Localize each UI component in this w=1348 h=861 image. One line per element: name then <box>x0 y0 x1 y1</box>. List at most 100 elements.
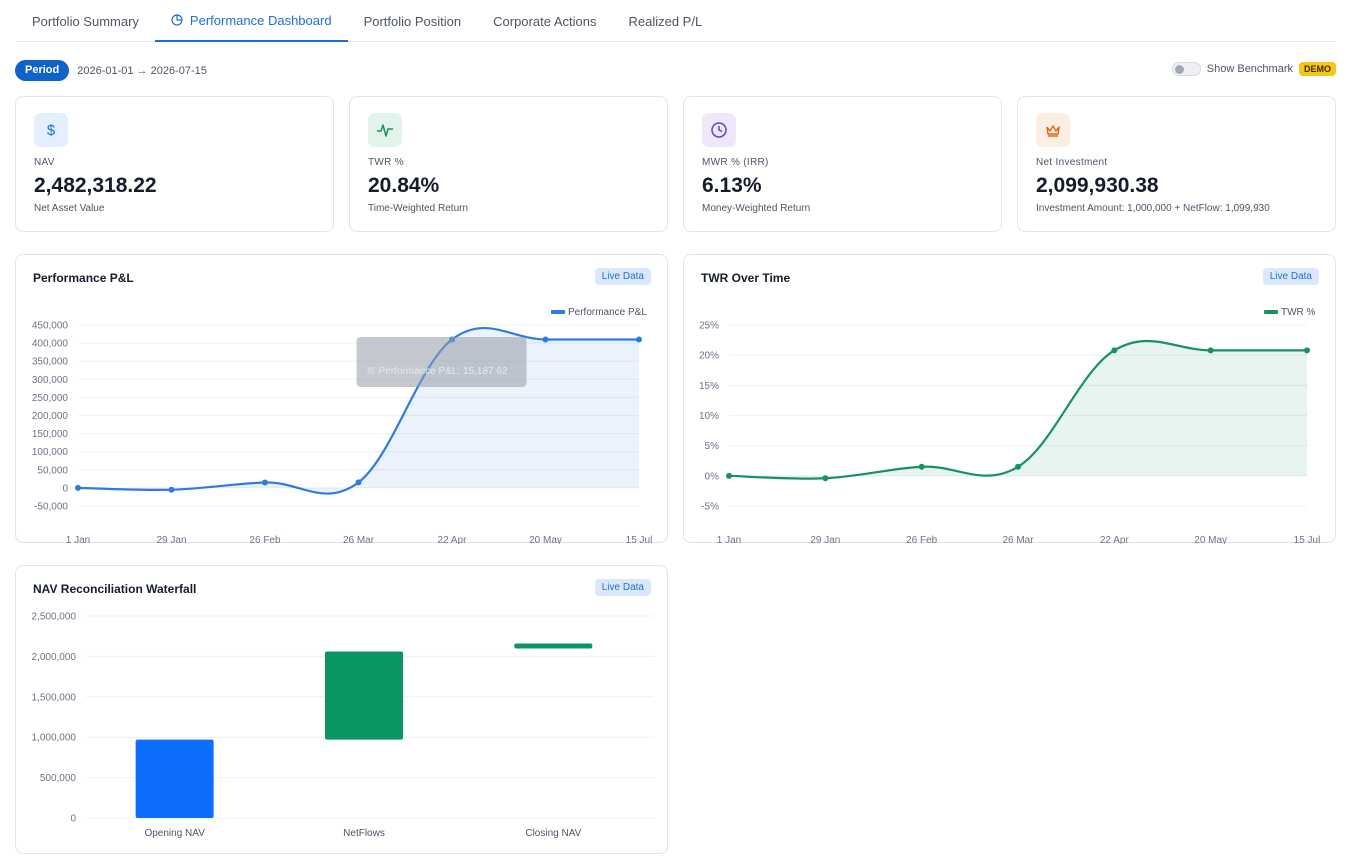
tab-corporate-actions[interactable]: Corporate Actions <box>477 0 612 42</box>
y-tick-label: 25% <box>699 321 719 332</box>
live-data-badge: Live Data <box>594 268 651 285</box>
kpi-label: Net Investment <box>1036 157 1108 168</box>
legend-label: TWR % <box>1281 307 1316 318</box>
kpi-sub: Investment Amount: 1,000,000 + NetFlow: … <box>1036 203 1270 214</box>
tab-label: Corporate Actions <box>493 13 597 29</box>
panel-title: Performance P&L <box>33 271 134 285</box>
nav-waterfall-chart[interactable]: 2,500,000 2,000,000 1,500,000 1,000,000 500,… <box>16 566 669 855</box>
kpi-value: 2,482,318.22 <box>34 174 157 197</box>
y-tick-label: 350,000 <box>32 357 69 368</box>
y-tick-label: -5% <box>701 502 719 513</box>
y-tick-label: 500,000 <box>40 773 77 784</box>
live-data-badge: Live Data <box>1262 268 1319 285</box>
clock-icon <box>702 113 736 147</box>
y-tick-label: 2,500,000 <box>32 612 77 623</box>
y-tick-label: 2,000,000 <box>32 652 77 663</box>
panel-title: NAV Reconciliation Waterfall <box>33 582 197 596</box>
x-category-label: Closing NAV <box>525 828 581 839</box>
y-tick-label: 400,000 <box>32 339 69 350</box>
benchmark-label: Show Benchmark <box>1206 63 1293 75</box>
kpi-label: TWR % <box>368 157 404 168</box>
kpi-value: 6.13% <box>702 174 762 197</box>
tab-label: Portfolio Position <box>363 13 462 29</box>
tooltip-box <box>356 337 527 387</box>
benchmark-toggle[interactable] <box>1171 62 1201 76</box>
legend-swatch <box>551 310 565 314</box>
twr-chart[interactable]: 25% 20% 15% 10% 5% 0% -5% 1 Jan 29 Jan 26 Feb 26 M… <box>684 255 1337 544</box>
x-tick-label: 26 Feb <box>249 535 281 544</box>
x-tick-label: 1 Jan <box>717 535 741 544</box>
twr-panel: TWR Over Time Live Data 25% 20% 15% 10% 5% 0%… <box>683 254 1337 544</box>
y-tick-label: 20% <box>699 351 719 362</box>
legend-label: Performance P&L <box>568 307 647 318</box>
x-category-label: NetFlows <box>343 828 385 839</box>
data-point <box>726 472 732 479</box>
kpi-card-net-investment: Net Investment 2,099,930.38 Investment A… <box>1017 96 1336 232</box>
kpi-label: MWR % (IRR) <box>702 157 769 168</box>
x-tick-label: 26 Mar <box>1002 535 1034 544</box>
nav-waterfall-panel: NAV Reconciliation Waterfall Live Data 2… <box>15 565 668 854</box>
period-range: 2026-01-01 → 2026-07-15 <box>77 64 207 77</box>
y-tick-label: 0 <box>62 483 68 494</box>
tab-label: Performance Dashboard <box>189 12 332 28</box>
x-tick-label: 29 Jan <box>156 535 186 544</box>
waterfall-bar <box>514 643 593 649</box>
panel-title: TWR Over Time <box>701 271 791 285</box>
data-point <box>1015 463 1021 470</box>
y-tick-label: 15% <box>699 381 719 392</box>
kpi-label: NAV <box>34 157 55 168</box>
data-point <box>1304 347 1310 354</box>
data-point <box>1207 347 1214 354</box>
y-tick-label: 150,000 <box>32 429 69 440</box>
y-tick-label: 50,000 <box>37 465 68 476</box>
tab-performance-dashboard[interactable]: Performance Dashboard <box>154 0 348 42</box>
kpi-value: 2,099,930.38 <box>1036 174 1159 197</box>
data-point <box>75 484 81 491</box>
performance-pnl-chart[interactable]: 450,000 400,000 350,000 300,000 250,000 200,0… <box>16 255 669 544</box>
y-tick-label: 10% <box>699 411 719 422</box>
tab-label: Portfolio Summary <box>32 13 139 29</box>
kpi-card-mwr: MWR % (IRR) 6.13% Money-Weighted Return <box>683 96 1002 232</box>
tab-label: Realized P/L <box>628 13 703 29</box>
y-tick-label: 0% <box>705 471 720 482</box>
tab-portfolio-summary[interactable]: Portfolio Summary <box>16 0 155 42</box>
crown-icon <box>1036 113 1070 147</box>
data-point <box>636 336 642 343</box>
data-point <box>822 475 829 482</box>
data-point <box>1111 347 1118 354</box>
kpi-sub: Money-Weighted Return <box>702 203 811 214</box>
waterfall-bar <box>135 739 214 818</box>
tab-realized-pl[interactable]: Realized P/L <box>612 0 718 42</box>
y-tick-label: 5% <box>705 441 720 452</box>
dollar-icon: $ <box>34 113 68 147</box>
x-tick-label: 20 May <box>1194 535 1227 544</box>
pie-chart-icon <box>171 14 183 26</box>
y-tick-label: 250,000 <box>32 393 69 404</box>
x-tick-label: 1 Jan <box>66 535 90 544</box>
period-row: Period 2026-01-01 → 2026-07-15 <box>15 60 207 81</box>
tab-portfolio-position[interactable]: Portfolio Position <box>348 0 478 42</box>
benchmark-control: Show Benchmark DEMO <box>1171 60 1336 78</box>
performance-pnl-panel: Performance P&L Live Data 450,000 400,000… <box>15 254 669 544</box>
tab-bar: Portfolio Summary Performance Dashboard … <box>16 0 1336 42</box>
y-tick-label: -50,000 <box>34 502 68 513</box>
x-tick-label: 26 Feb <box>906 535 938 544</box>
x-tick-label: 26 Mar <box>343 535 375 544</box>
x-tick-label: 22 Apr <box>438 535 468 544</box>
activity-icon <box>368 113 402 147</box>
y-tick-label: 1,500,000 <box>32 692 77 703</box>
kpi-card-twr: TWR % 20.84% Time-Weighted Return <box>349 96 668 232</box>
kpi-card-nav: $ NAV 2,482,318.22 Net Asset Value <box>15 96 334 232</box>
tooltip-text: Performance P&L: 15,187.62 <box>379 366 508 377</box>
period-button[interactable]: Period <box>15 60 70 81</box>
y-tick-label: 200,000 <box>32 411 69 422</box>
x-tick-label: 29 Jan <box>810 535 840 544</box>
live-data-badge: Live Data <box>594 579 651 596</box>
x-category-label: Opening NAV <box>144 828 205 839</box>
kpi-sub: Time-Weighted Return <box>368 203 469 214</box>
waterfall-bar <box>325 651 403 740</box>
x-tick-label: 15 Jul <box>1294 535 1321 544</box>
y-tick-label: 300,000 <box>32 375 69 386</box>
demo-badge: DEMO <box>1299 62 1336 76</box>
toggle-knob <box>1174 65 1184 74</box>
